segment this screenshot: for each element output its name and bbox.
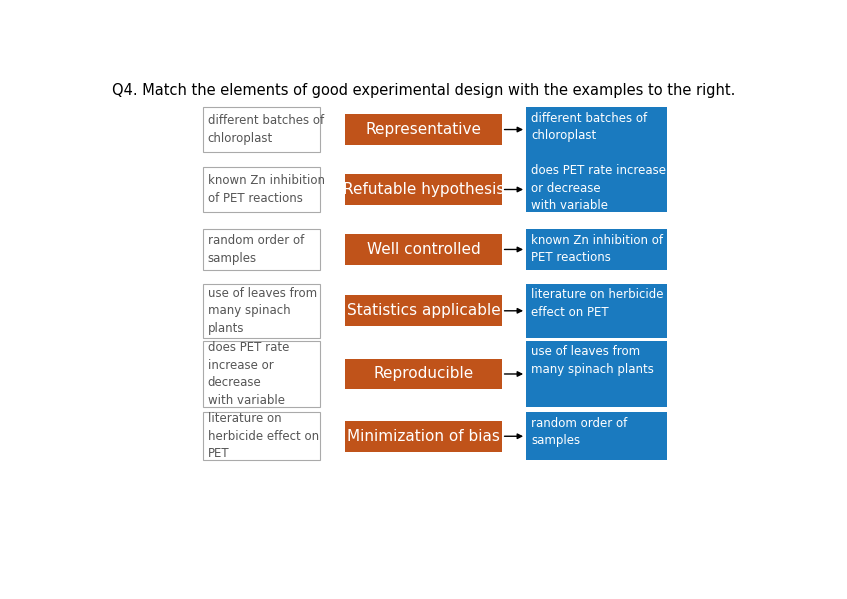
FancyBboxPatch shape (346, 359, 501, 389)
Text: Reproducible: Reproducible (374, 367, 473, 382)
Text: random order of
samples: random order of samples (531, 417, 628, 447)
Text: Representative: Representative (366, 122, 482, 137)
FancyBboxPatch shape (526, 229, 667, 270)
Text: use of leaves from
many spinach plants: use of leaves from many spinach plants (531, 345, 654, 376)
FancyBboxPatch shape (203, 167, 320, 212)
Text: known Zn inhibition of
PET reactions: known Zn inhibition of PET reactions (531, 234, 663, 264)
Text: different batches of
chloroplast: different batches of chloroplast (208, 114, 324, 145)
FancyBboxPatch shape (346, 174, 501, 205)
FancyBboxPatch shape (203, 283, 320, 338)
Text: Statistics applicable: Statistics applicable (346, 303, 501, 318)
FancyBboxPatch shape (526, 107, 667, 212)
FancyBboxPatch shape (526, 412, 667, 461)
Text: Well controlled: Well controlled (367, 242, 480, 257)
Text: Minimization of bias: Minimization of bias (347, 429, 500, 444)
FancyBboxPatch shape (346, 295, 501, 326)
FancyBboxPatch shape (526, 283, 667, 338)
FancyBboxPatch shape (346, 234, 501, 265)
Text: literature on
herbicide effect on
PET: literature on herbicide effect on PET (208, 412, 318, 460)
Text: Refutable hypothesis: Refutable hypothesis (343, 182, 504, 197)
FancyBboxPatch shape (346, 421, 501, 452)
Text: Q4. Match the elements of good experimental design with the examples to the righ: Q4. Match the elements of good experimen… (113, 83, 736, 98)
Text: random order of
samples: random order of samples (208, 234, 304, 265)
Text: different batches of
chloroplast

does PET rate increase
or decrease
with variab: different batches of chloroplast does PE… (531, 111, 667, 212)
Text: use of leaves from
many spinach
plants: use of leaves from many spinach plants (208, 287, 317, 335)
FancyBboxPatch shape (203, 107, 320, 152)
FancyBboxPatch shape (203, 412, 320, 461)
Text: known Zn inhibition
of PET reactions: known Zn inhibition of PET reactions (208, 174, 324, 205)
Text: does PET rate
increase or
decrease
with variable: does PET rate increase or decrease with … (208, 341, 289, 407)
Text: literature on herbicide
effect on PET: literature on herbicide effect on PET (531, 288, 664, 319)
FancyBboxPatch shape (526, 341, 667, 407)
FancyBboxPatch shape (203, 341, 320, 407)
FancyBboxPatch shape (346, 114, 501, 145)
FancyBboxPatch shape (203, 229, 320, 270)
